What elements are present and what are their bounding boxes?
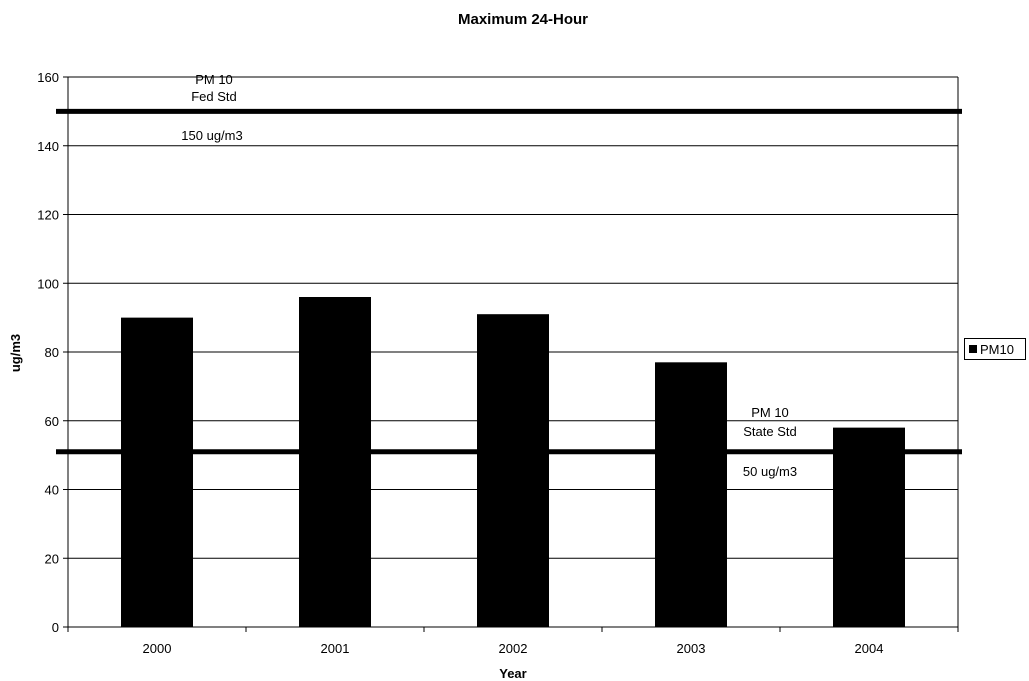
y-tick-label: 100 (37, 276, 59, 291)
y-tick-labels: 0 20 40 60 80 100 120 140 160 (37, 70, 68, 635)
bar-2003 (655, 362, 727, 627)
y-tick-label: 80 (45, 345, 59, 360)
y-tick-label: 60 (45, 414, 59, 429)
bar-2004 (833, 427, 905, 627)
chart-title: Maximum 24-Hour (458, 11, 588, 28)
state-std-value-label: 50 ug/m3 (743, 464, 797, 479)
y-tick-label: 140 (37, 139, 59, 154)
x-tick-labels: 2000 2001 2002 2003 2004 (67, 627, 959, 656)
y-tick-label: 40 (45, 483, 59, 498)
x-tick-label: 2004 (855, 641, 884, 656)
x-tick-label: 2000 (143, 641, 172, 656)
fed-std-label-line2: Fed Std (191, 89, 237, 104)
x-tick-label: 2002 (499, 641, 528, 656)
bar-2001 (299, 297, 371, 627)
bar-2000 (121, 317, 193, 627)
y-tick-label: 160 (37, 70, 59, 85)
legend-swatch (969, 345, 977, 353)
y-tick-label: 0 (52, 620, 59, 635)
legend: PM10 (964, 338, 1026, 360)
reference-lines (56, 108, 962, 455)
x-axis-title: Year (499, 666, 526, 681)
annotations: PM 10 Fed Std 150 ug/m3 PM 10 State Std 50 ug… (181, 72, 797, 479)
state-std-label-line1: PM 10 (751, 405, 789, 420)
x-tick-label: 2003 (677, 641, 706, 656)
x-tick-label: 2001 (321, 641, 350, 656)
fed-std-label-line1: PM 10 (195, 72, 233, 87)
fed-std-value-label: 150 ug/m3 (181, 128, 242, 143)
y-tick-label: 120 (37, 208, 59, 223)
legend-label: PM10 (980, 341, 1014, 357)
state-std-label-line2: State Std (743, 424, 796, 439)
bar-2002 (477, 314, 549, 627)
bars (121, 297, 905, 627)
y-axis-title: ug/m3 (8, 334, 23, 372)
y-tick-label: 20 (45, 551, 59, 566)
